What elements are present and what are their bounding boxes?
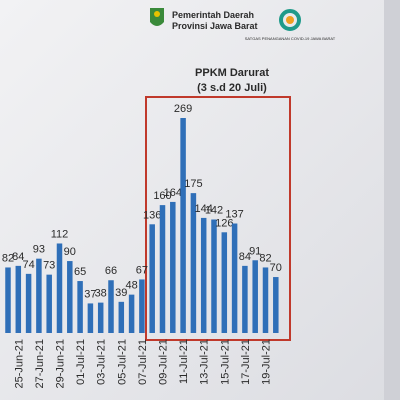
annotation-subtitle: (3 s.d 20 Juli) <box>197 82 267 94</box>
value-label: 82 <box>2 252 14 264</box>
x-tick-label: 25-Jun-21 <box>13 339 25 389</box>
value-label: 70 <box>270 262 282 274</box>
bar <box>159 205 166 333</box>
x-tick-label: 29-Jun-21 <box>55 339 67 389</box>
value-label: 38 <box>95 288 107 300</box>
x-tick-label: 01-Jul-21 <box>75 339 87 385</box>
highlight-box <box>145 96 291 341</box>
value-label: 74 <box>22 259 34 271</box>
x-tick-label: 05-Jul-21 <box>116 339 128 385</box>
value-label: 126 <box>215 217 233 229</box>
bar <box>273 277 279 333</box>
bar <box>97 302 104 333</box>
x-tick-label: 09-Jul-21 <box>158 339 170 385</box>
value-label: 137 <box>225 209 243 221</box>
org-line2: Provinsi Jawa Barat <box>172 21 258 31</box>
value-label: 136 <box>143 209 161 221</box>
x-tick-label: 17-Jul-21 <box>240 339 252 385</box>
org-line1: Pemerintah Daerah <box>172 10 254 20</box>
x-tick-label: 03-Jul-21 <box>96 339 108 385</box>
x-tick-label: 15-Jul-21 <box>219 339 231 385</box>
bar <box>211 219 217 333</box>
value-label: 93 <box>33 244 45 256</box>
value-label: 39 <box>115 287 127 299</box>
bar <box>25 273 32 333</box>
value-label: 160 <box>153 190 171 202</box>
taskforce-logo <box>279 9 301 31</box>
bar <box>190 193 197 333</box>
bar <box>56 243 63 333</box>
bar <box>36 258 42 333</box>
value-label: 269 <box>174 103 192 115</box>
bar <box>108 280 114 333</box>
x-tick-label: 13-Jul-21 <box>199 339 211 385</box>
bar <box>170 201 176 333</box>
bar <box>67 261 73 333</box>
bar <box>5 267 11 333</box>
bar <box>46 274 52 333</box>
x-tick-label: 19-Jul-21 <box>261 339 273 385</box>
value-label: 175 <box>184 178 202 190</box>
annotation-title: PPKM Darurat <box>195 67 269 79</box>
bar <box>128 294 135 333</box>
task-force: SATGAS PENANGANAN COVID-19 JAWA BARAT <box>245 36 336 41</box>
paper-edge <box>384 0 400 400</box>
x-tick-label: 07-Jul-21 <box>137 339 149 385</box>
value-label: 48 <box>125 280 137 292</box>
value-label: 164 <box>164 187 182 199</box>
bar <box>149 224 155 333</box>
bar <box>221 232 228 333</box>
province-logo <box>150 8 164 26</box>
x-tick-label: 11-Jul-21 <box>178 339 190 384</box>
value-label: 112 <box>51 228 69 240</box>
value-label: 84 <box>12 251 24 263</box>
bar <box>87 303 94 333</box>
value-label: 67 <box>136 264 148 276</box>
value-label: 90 <box>64 246 76 258</box>
value-label: 82 <box>259 252 271 264</box>
bar <box>200 217 207 333</box>
value-label: 37 <box>84 288 96 300</box>
x-tick-label: 27-Jun-21 <box>34 339 46 389</box>
value-label: 65 <box>74 266 86 278</box>
bar <box>252 260 258 333</box>
value-label: 66 <box>105 265 117 277</box>
bar <box>15 265 22 333</box>
value-label: 73 <box>43 260 55 272</box>
bar <box>242 265 248 333</box>
bar <box>262 267 269 333</box>
value-label: 144 <box>195 203 213 215</box>
bar <box>180 118 186 333</box>
bar <box>118 301 125 333</box>
value-label: 142 <box>205 205 223 217</box>
bar <box>77 281 83 333</box>
bar <box>231 223 238 333</box>
value-label: 91 <box>249 245 261 257</box>
value-label: 84 <box>239 251 251 263</box>
bar <box>139 279 145 333</box>
